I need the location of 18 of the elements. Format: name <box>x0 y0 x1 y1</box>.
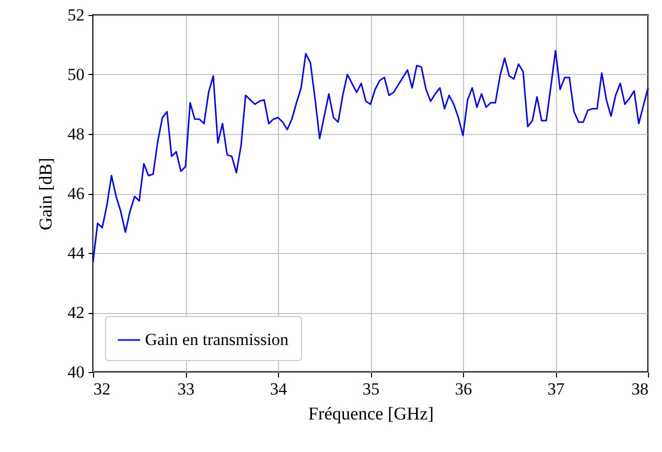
x-tick-label: 36 <box>455 380 472 398</box>
y-axis-title: Gain [dB] <box>36 158 56 230</box>
y-tick-label: 48 <box>68 124 84 144</box>
x-tick-label: 32 <box>94 380 110 398</box>
x-tick-label: 38 <box>632 380 648 398</box>
x-tick-label: 34 <box>270 380 288 398</box>
y-tick-label: 46 <box>68 184 84 203</box>
y-tick-label: 40 <box>68 362 84 382</box>
x-axis-title: Fréquence [GHz] <box>308 404 434 424</box>
line-series <box>92 50 649 263</box>
legend-label: Gain en transmission <box>145 330 290 349</box>
x-tick-label: 37 <box>548 380 565 398</box>
x-tick-label: 33 <box>178 380 194 398</box>
y-tick-label: 44 <box>68 244 85 262</box>
y-tick-label: 50 <box>68 65 84 84</box>
x-tick-label: 35 <box>362 380 380 398</box>
y-tick-label: 42 <box>68 303 84 322</box>
y-tick-label: 52 <box>68 6 84 24</box>
